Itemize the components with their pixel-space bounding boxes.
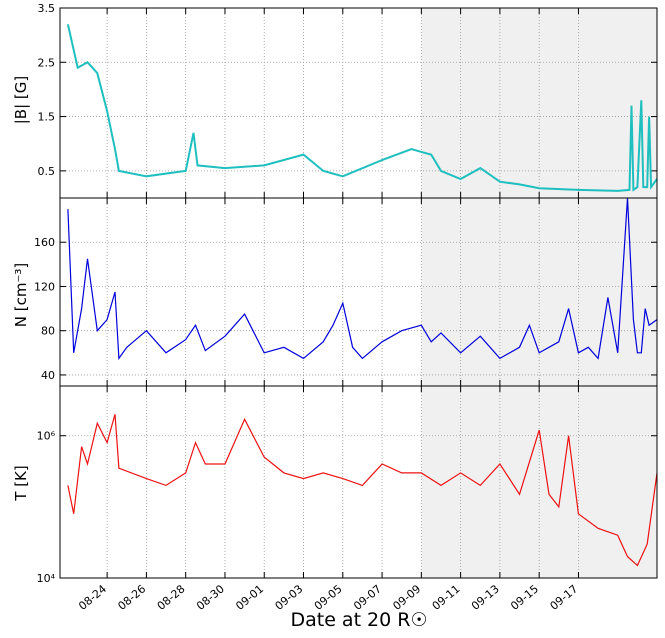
y-tick-label: 160: [34, 236, 55, 249]
x-tick-label: 08-24: [76, 582, 109, 613]
x-tick-label: 09-01: [233, 582, 266, 613]
ylabel-t: T [K]: [12, 465, 30, 501]
y-tick-label: 3.5: [38, 2, 56, 15]
x-tick-label: 09-11: [430, 582, 463, 613]
y-tick-label: 120: [34, 280, 55, 293]
xaxis-title: Date at 20 R☉: [290, 609, 427, 631]
x-tick-label: 08-28: [155, 582, 188, 613]
panel-1: 40 80 120 160: [34, 197, 658, 387]
y-tick-label: 80: [41, 325, 55, 338]
ylabel-b: |B| [G]: [12, 76, 30, 125]
panel-0: 0.5 1.5 2.5 3.5: [38, 2, 658, 199]
x-tick-label: 09-13: [469, 582, 502, 613]
x-tick-label: 08-26: [115, 582, 148, 613]
y-tick-label: 1.5: [38, 111, 56, 124]
y-tick-label: 10⁴: [37, 572, 56, 585]
y-tick-label: 2.5: [38, 56, 56, 69]
y-tick-label: 0.5: [38, 165, 56, 178]
shaded-region: [421, 8, 657, 198]
ylabel-n: N [cm⁻³]: [12, 263, 30, 327]
series-line-0: [66, 24, 658, 192]
y-tick-label: 10⁶: [37, 430, 56, 443]
y-tick-label: 40: [41, 369, 55, 382]
x-tick-label: 09-17: [548, 582, 581, 613]
series-line-2: [67, 414, 658, 567]
panel-2: 10⁴ 10⁶: [37, 385, 658, 585]
panel-frame: [59, 385, 658, 579]
x-tick-label: 09-15: [508, 582, 541, 613]
x-tick-label: 08-30: [194, 582, 227, 613]
series-line-1: [67, 197, 658, 361]
